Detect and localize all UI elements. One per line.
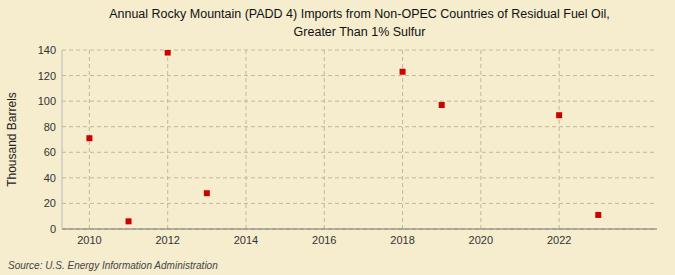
y-grid-line: [62, 152, 657, 153]
y-tick-label: 20: [44, 197, 56, 209]
point: [204, 190, 210, 196]
x-tick-label: 2018: [390, 234, 414, 246]
x-axis-line: [62, 229, 657, 230]
x-tick-label: 2012: [155, 234, 179, 246]
x-grid-line: [324, 50, 325, 229]
y-tick-label: 140: [38, 44, 56, 56]
x-grid-line: [167, 50, 168, 229]
y-grid-line: [62, 101, 657, 102]
points: [86, 50, 601, 224]
y-grid-line: [62, 177, 657, 178]
y-tick-label: 120: [38, 70, 56, 82]
x-grid-line: [245, 50, 246, 229]
point: [86, 135, 92, 141]
y-tick-label: 0: [50, 223, 56, 235]
point: [400, 69, 406, 75]
chart: 0 20 40 60 80 100 120 140 2010 2012 2014 2016 2018 20…: [0, 0, 675, 275]
point: [595, 212, 601, 218]
y-tick-label: 100: [38, 95, 56, 107]
x-tick-label: 2010: [77, 234, 101, 246]
point: [126, 218, 132, 224]
x-grid-line: [402, 50, 403, 229]
y-grid-line: [62, 50, 657, 51]
point: [556, 112, 562, 118]
y-grid-line: [62, 75, 657, 76]
background: [0, 0, 675, 275]
y-grid-line: [62, 229, 657, 230]
point: [439, 102, 445, 108]
x-tick-label: 2020: [469, 234, 493, 246]
subtitle: Greater Than 1% Sulfur: [294, 25, 426, 39]
annotation: Source: U.S. Energy Information Administ…: [8, 260, 218, 271]
y-grid-line: [62, 203, 657, 204]
x-grid-line: [480, 50, 481, 229]
x-tick-label: 2016: [312, 234, 336, 246]
y-grid-line: [62, 126, 657, 127]
y-axis-label: Thousand Barrels: [5, 92, 19, 187]
y-axis-line: [62, 50, 63, 229]
grid: [62, 50, 657, 229]
y-tick-label: 40: [44, 172, 56, 184]
x-grid-line: [559, 50, 560, 229]
y-tick-label: 60: [44, 146, 56, 158]
title: Annual Rocky Mountain (PADD 4) Imports f…: [109, 7, 610, 21]
point: [165, 50, 171, 56]
x-tick-label: 2014: [234, 234, 258, 246]
y-tick-label: 80: [44, 121, 56, 133]
x-tick-label: 2022: [547, 234, 571, 246]
